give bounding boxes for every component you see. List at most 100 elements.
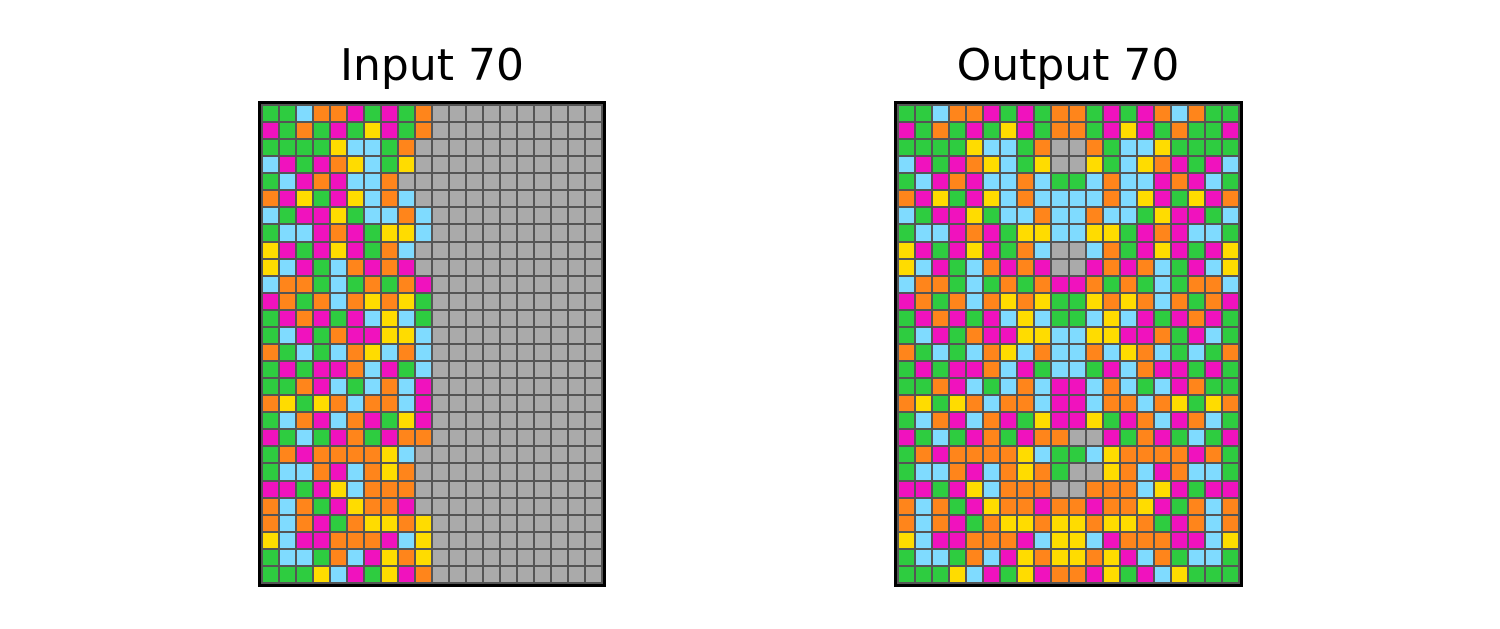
grid-cell bbox=[263, 242, 278, 258]
grid-cell bbox=[1018, 481, 1034, 497]
grid-cell bbox=[314, 447, 329, 463]
grid-cell bbox=[899, 464, 915, 480]
grid-cell bbox=[1222, 362, 1238, 378]
grid-cell bbox=[569, 293, 584, 309]
grid-cell bbox=[518, 430, 533, 446]
grid-cell bbox=[433, 396, 448, 412]
grid-cell bbox=[1137, 379, 1153, 395]
grid-cell bbox=[1086, 430, 1102, 446]
grid-cell bbox=[1188, 225, 1204, 241]
grid-cell bbox=[331, 430, 346, 446]
grid-cell bbox=[535, 566, 550, 582]
grid-cell bbox=[535, 225, 550, 241]
grid-cell bbox=[1103, 208, 1119, 224]
grid-cell bbox=[501, 208, 516, 224]
grid-cell bbox=[433, 447, 448, 463]
grid-cell bbox=[569, 481, 584, 497]
grid-cell bbox=[1188, 327, 1204, 343]
grid-cell bbox=[1205, 242, 1221, 258]
grid-cell bbox=[1052, 140, 1068, 156]
grid-cell bbox=[280, 413, 295, 429]
grid-cell bbox=[569, 208, 584, 224]
grid-cell bbox=[518, 396, 533, 412]
grid-cell bbox=[1188, 532, 1204, 548]
grid-cell bbox=[1120, 106, 1136, 122]
grid-cell bbox=[450, 293, 465, 309]
grid-cell bbox=[1018, 327, 1034, 343]
grid-cell bbox=[314, 430, 329, 446]
grid-cell bbox=[501, 242, 516, 258]
grid-cell bbox=[1035, 379, 1051, 395]
grid-cell bbox=[467, 447, 482, 463]
grid-cell bbox=[314, 259, 329, 275]
grid-cell bbox=[484, 208, 499, 224]
grid-cell bbox=[297, 106, 312, 122]
grid-cell bbox=[518, 310, 533, 326]
grid-cell bbox=[950, 549, 966, 565]
grid-cell bbox=[1052, 379, 1068, 395]
grid-cell bbox=[1154, 515, 1170, 531]
grid-cell bbox=[1120, 310, 1136, 326]
grid-cell bbox=[1222, 106, 1238, 122]
grid-cell bbox=[416, 430, 431, 446]
grid-cell bbox=[950, 344, 966, 361]
grid-cell bbox=[382, 106, 397, 122]
grid-cell bbox=[1222, 208, 1238, 224]
grid-cell bbox=[484, 174, 499, 190]
grid-cell bbox=[1205, 191, 1221, 207]
grid-cell bbox=[501, 174, 516, 190]
grid-cell bbox=[569, 123, 584, 139]
grid-cell bbox=[1154, 413, 1170, 429]
grid-cell bbox=[916, 379, 932, 395]
grid-cell bbox=[484, 515, 499, 531]
grid-cell bbox=[467, 532, 482, 548]
grid-cell bbox=[1188, 259, 1204, 275]
grid-cell bbox=[348, 498, 363, 514]
grid-cell bbox=[933, 498, 949, 514]
grid-cell bbox=[1205, 362, 1221, 378]
grid-cell bbox=[1120, 327, 1136, 343]
grid-cell bbox=[365, 191, 380, 207]
grid-cell bbox=[535, 464, 550, 480]
grid-cell bbox=[297, 344, 312, 361]
grid-cell bbox=[399, 293, 414, 309]
grid-cell bbox=[552, 157, 567, 173]
grid-cell bbox=[586, 481, 601, 497]
grid-cell bbox=[1018, 549, 1034, 565]
grid-cell bbox=[1001, 413, 1017, 429]
grid-cell bbox=[399, 481, 414, 497]
grid-cell bbox=[967, 498, 983, 514]
grid-cell bbox=[365, 566, 380, 582]
grid-cell bbox=[484, 447, 499, 463]
grid-cell bbox=[916, 464, 932, 480]
grid-cell bbox=[1001, 396, 1017, 412]
grid-cell bbox=[899, 396, 915, 412]
grid-cell bbox=[1120, 191, 1136, 207]
grid-cell bbox=[280, 464, 295, 480]
grid-cell bbox=[967, 276, 983, 292]
grid-cell bbox=[280, 362, 295, 378]
grid-cell bbox=[1018, 566, 1034, 582]
grid-cell bbox=[984, 549, 1000, 565]
grid-cell bbox=[450, 532, 465, 548]
grid-cell bbox=[1035, 140, 1051, 156]
grid-cell bbox=[984, 310, 1000, 326]
grid-cell bbox=[263, 106, 278, 122]
grid-cell bbox=[382, 310, 397, 326]
grid-cell bbox=[297, 140, 312, 156]
grid-cell bbox=[1069, 259, 1085, 275]
grid-cell bbox=[501, 515, 516, 531]
grid-cell bbox=[467, 379, 482, 395]
grid-cell bbox=[314, 566, 329, 582]
grid-cell bbox=[467, 242, 482, 258]
grid-cell bbox=[1103, 344, 1119, 361]
grid-cell bbox=[933, 157, 949, 173]
grid-cell bbox=[416, 310, 431, 326]
grid-cell bbox=[416, 447, 431, 463]
grid-cell bbox=[1052, 566, 1068, 582]
grid-cell bbox=[1052, 464, 1068, 480]
grid-cell bbox=[1205, 447, 1221, 463]
grid-cell bbox=[263, 566, 278, 582]
grid-cell bbox=[314, 549, 329, 565]
grid-cell bbox=[1069, 140, 1085, 156]
